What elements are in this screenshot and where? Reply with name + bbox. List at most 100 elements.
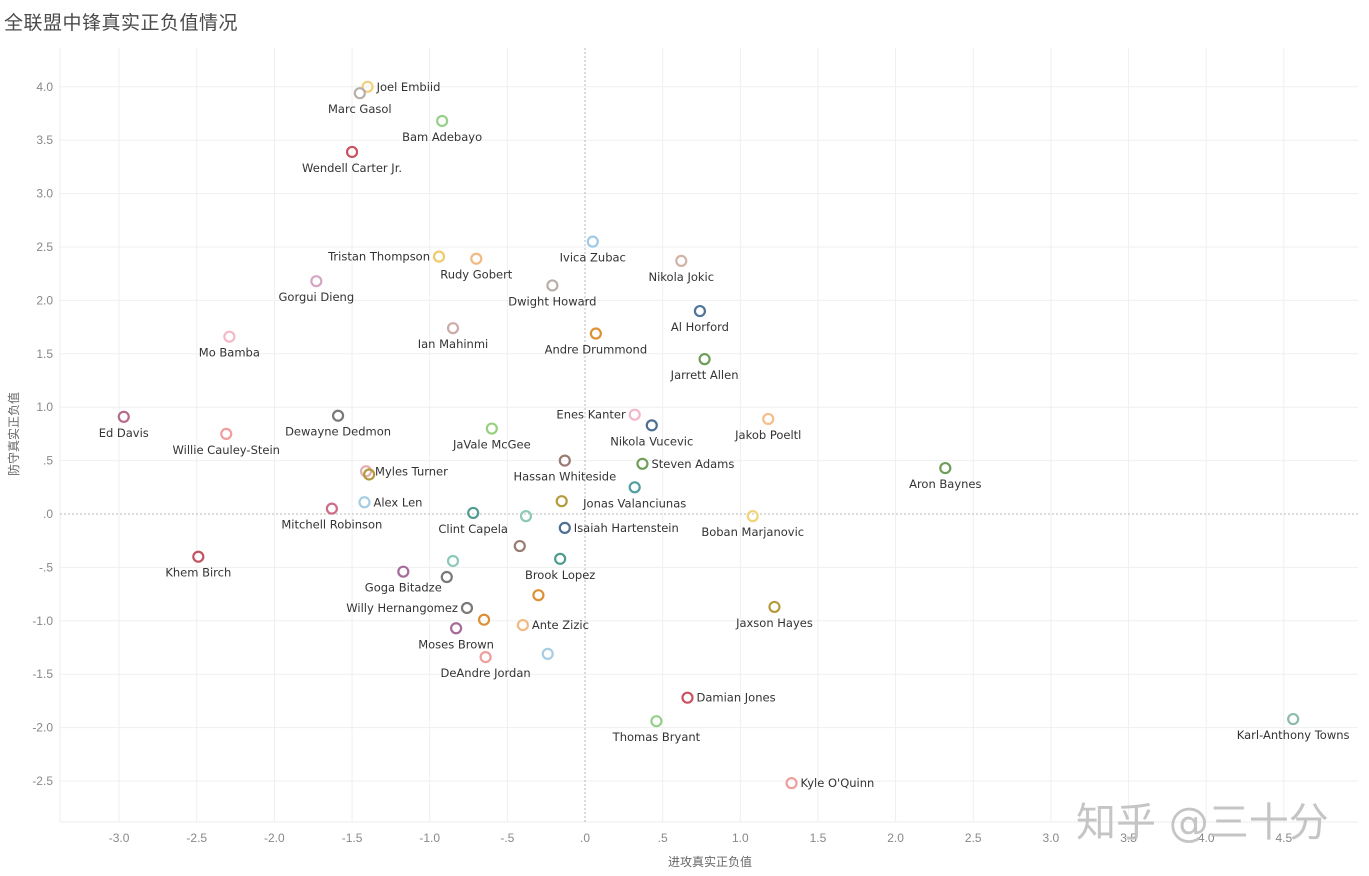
- data-point-nikola-jokic[interactable]: [675, 254, 688, 267]
- data-point-goga-bitadze-3[interactable]: [440, 570, 453, 584]
- data-label-al-horford: Al Horford: [671, 320, 729, 334]
- data-point-myles-turner[interactable]: [359, 465, 373, 478]
- data-point-tristan-thompson[interactable]: [432, 250, 446, 263]
- data-point-jaxson-hayes[interactable]: [768, 600, 781, 614]
- data-point-ante-zizic-2[interactable]: [541, 647, 554, 661]
- data-label-isaiah-hartenstein: Isaiah Hartenstein: [574, 521, 679, 535]
- x-tick-label: .5: [658, 831, 668, 845]
- data-label-ante-zizic: Ante Zizic: [532, 618, 589, 632]
- data-point-damian-jones[interactable]: [681, 691, 694, 704]
- x-tick-label: -1.0: [419, 831, 440, 845]
- data-label-nikola-jokic: Nikola Jokic: [648, 270, 714, 284]
- data-point-al-horford[interactable]: [693, 304, 707, 318]
- data-point-hassan-whiteside-2[interactable]: [513, 539, 526, 553]
- y-tick-label: 2.5: [36, 240, 53, 254]
- data-label-marc-gasol: Marc Gasol: [328, 102, 392, 116]
- data-point-clint-capela-2[interactable]: [519, 510, 533, 523]
- x-tick-label: 1.5: [810, 831, 827, 845]
- data-point-steven-adams[interactable]: [636, 457, 649, 470]
- data-point-ante-zizic[interactable]: [516, 618, 529, 632]
- y-tick-label: -1.5: [32, 667, 53, 681]
- data-point-moses-brown[interactable]: [450, 622, 463, 635]
- data-point-willy-hernangomez[interactable]: [460, 601, 474, 615]
- data-label-jakob-poeltl: Jakob Poeltl: [734, 428, 801, 442]
- data-point-jonas-valanciunas[interactable]: [628, 481, 641, 494]
- data-point-ian-mahinmi[interactable]: [446, 322, 460, 335]
- y-tick-label: .5: [43, 454, 53, 468]
- data-label-myles-turner: Myles Turner: [375, 464, 448, 478]
- data-point-gorgui-dieng[interactable]: [310, 275, 323, 288]
- data-point-brook-lopez-2[interactable]: [532, 589, 545, 602]
- data-label-deandre-jordan: DeAndre Jordan: [441, 666, 531, 680]
- x-tick-label: -.5: [500, 831, 514, 845]
- data-label-boban-marjanovic: Boban Marjanovic: [701, 525, 804, 539]
- data-label-alex-len: Alex Len: [373, 495, 422, 509]
- x-tick-label: -2.0: [264, 831, 285, 845]
- data-point-nikola-vucevic[interactable]: [645, 419, 658, 432]
- data-point-goga-bitadze-2[interactable]: [446, 554, 460, 568]
- data-point-enes-kanter[interactable]: [628, 408, 641, 421]
- data-point-andre-drummond[interactable]: [589, 327, 602, 340]
- data-point-jarrett-allen[interactable]: [698, 353, 711, 366]
- data-point-ed-davis[interactable]: [117, 410, 130, 423]
- data-point-mo-bamba[interactable]: [223, 330, 236, 343]
- x-tick-label: 1.0: [732, 831, 749, 845]
- data-point-joel-embiid[interactable]: [361, 80, 374, 93]
- data-label-thomas-bryant: Thomas Bryant: [612, 730, 701, 744]
- data-label-karl-anthony-towns: Karl-Anthony Towns: [1237, 728, 1350, 742]
- x-tick-label: 3.0: [1043, 831, 1060, 845]
- data-point-willie-cauley-stein[interactable]: [220, 427, 233, 440]
- data-point-willy-hernangomez-2[interactable]: [477, 613, 491, 626]
- data-label-aron-baynes: Aron Baynes: [909, 477, 981, 491]
- data-point-bam-adebayo[interactable]: [436, 114, 449, 128]
- data-label-bam-adebayo: Bam Adebayo: [402, 130, 482, 144]
- data-point-aron-baynes[interactable]: [939, 461, 952, 475]
- data-label-andre-drummond: Andre Drummond: [545, 343, 648, 357]
- data-point-hassan-whiteside[interactable]: [558, 454, 571, 467]
- data-point-dwight-howard[interactable]: [546, 279, 559, 292]
- data-point-thomas-bryant[interactable]: [650, 715, 663, 728]
- data-label-mo-bamba: Mo Bamba: [199, 346, 260, 360]
- data-label-willie-cauley-stein: Willie Cauley-Stein: [173, 443, 280, 457]
- y-tick-label: 3.5: [36, 133, 53, 147]
- watermark: 知乎 @三十分: [1076, 800, 1329, 846]
- data-label-steven-adams: Steven Adams: [651, 457, 734, 471]
- data-point-ivica-zubac[interactable]: [586, 235, 599, 248]
- data-label-joel-embiid: Joel Embiid: [376, 80, 441, 94]
- data-point-deandre-jordan[interactable]: [479, 651, 492, 664]
- data-point-boban-marjanovic[interactable]: [746, 510, 759, 523]
- data-point-brook-lopez[interactable]: [554, 552, 567, 565]
- data-point-marc-gasol[interactable]: [353, 87, 366, 100]
- data-point-javale-mcgee[interactable]: [485, 422, 498, 435]
- data-label-dwight-howard: Dwight Howard: [508, 294, 596, 308]
- data-point-kyle-o-quinn[interactable]: [785, 777, 798, 790]
- data-points: [117, 80, 1300, 790]
- x-tick-label: 3.5: [1120, 831, 1137, 845]
- data-label-moses-brown: Moses Brown: [418, 637, 494, 651]
- data-point-jakob-poeltl[interactable]: [762, 412, 775, 426]
- data-point-khem-birch[interactable]: [192, 550, 205, 563]
- data-point-myles-turner-2[interactable]: [363, 468, 376, 481]
- data-labels: Joel Embiid Marc Gasol Bam Adebayo Wendell …: [99, 80, 1350, 790]
- data-point-alex-len[interactable]: [358, 496, 371, 509]
- data-label-damian-jones: Damian Jones: [696, 691, 775, 705]
- data-point-jonas-valanciunas-2[interactable]: [555, 495, 568, 508]
- y-tick-label: 4.0: [36, 80, 53, 94]
- data-label-jonas-valanciunas: Jonas Valanciunas: [582, 496, 686, 510]
- data-point-clint-capela[interactable]: [467, 506, 480, 520]
- data-label-jaxson-hayes: Jaxson Hayes: [735, 616, 813, 630]
- data-label-nikola-vucevic: Nikola Vucevic: [610, 434, 693, 448]
- data-point-goga-bitadze[interactable]: [397, 565, 410, 578]
- data-point-rudy-gobert[interactable]: [470, 252, 483, 265]
- data-label-mitchell-robinson: Mitchell Robinson: [281, 518, 382, 532]
- data-point-dewayne-dedmon[interactable]: [331, 409, 345, 422]
- data-point-wendell-carter-jr[interactable]: [345, 145, 359, 159]
- data-label-khem-birch: Khem Birch: [165, 566, 231, 580]
- y-axis-ticks: 4.0 3.5 3.0 2.5 2.0 1.5 1.0 .5 .0 -.5 -1.0 -1.5 -2.0…: [32, 80, 53, 788]
- data-point-mitchell-robinson[interactable]: [325, 502, 338, 515]
- data-label-ivica-zubac: Ivica Zubac: [560, 251, 626, 265]
- y-tick-label: 2.0: [36, 293, 53, 307]
- data-point-karl-anthony-towns[interactable]: [1287, 712, 1300, 726]
- data-point-isaiah-hartenstein[interactable]: [558, 521, 571, 534]
